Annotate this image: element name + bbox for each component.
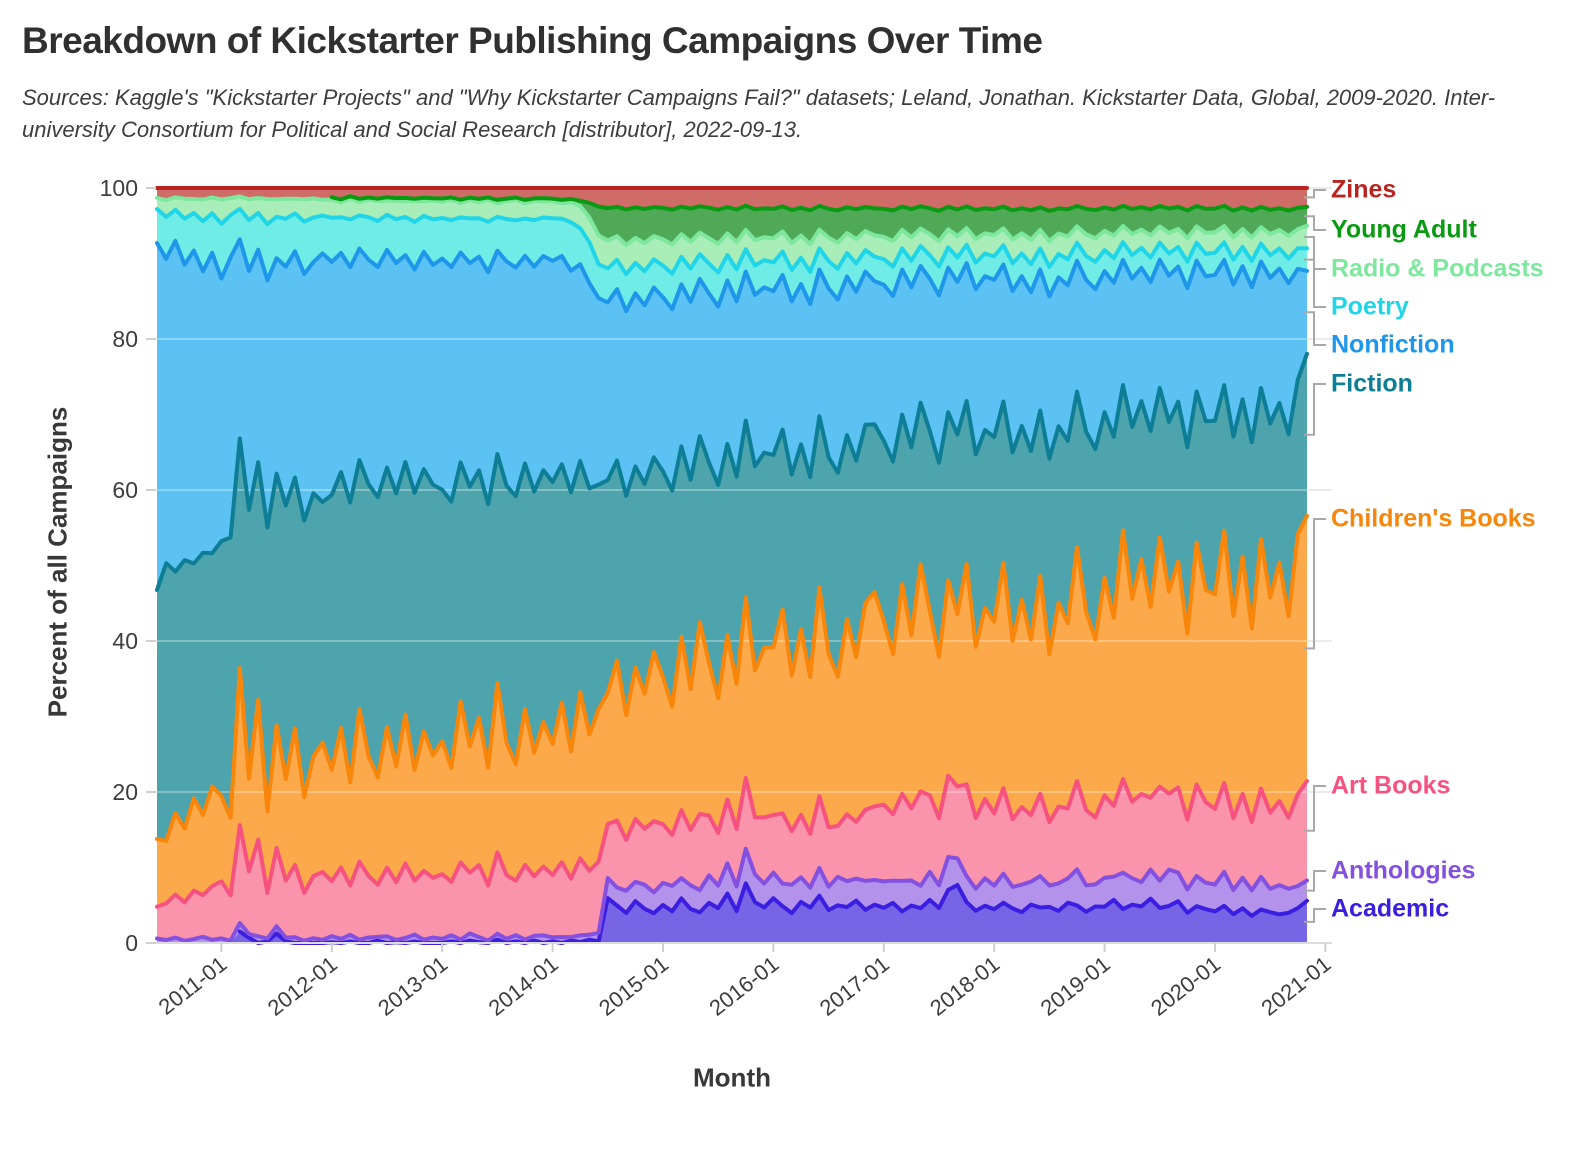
x-tick-label-2019-01: 2019-01 [1036, 951, 1115, 1020]
line-young-adult [329, 194, 1309, 213]
area-academic [157, 883, 1307, 943]
legend-label-fiction: Fiction [1331, 369, 1413, 398]
x-tick-label-2020-01: 2020-01 [1146, 951, 1225, 1020]
x-tick-label-2018-01: 2018-01 [925, 951, 1004, 1020]
x-tick-label-2014-01: 2014-01 [484, 951, 563, 1020]
line-nonfiction [155, 237, 1309, 314]
legend-label-radio-podcasts: Radio & Podcasts [1331, 254, 1544, 283]
legend-connector-academic [1304, 908, 1326, 923]
y-tick-label-80: 80 [112, 326, 138, 352]
area-poetry [157, 208, 1307, 312]
y-tick-label-40: 40 [112, 628, 138, 654]
y-tick-label-0: 0 [125, 930, 138, 956]
chart-subtitle: Sources: Kaggle's "Kickstarter Projects"… [22, 85, 1496, 142]
line-fiction [155, 351, 1309, 592]
area-zines [157, 188, 1307, 211]
y-tick-label-60: 60 [112, 477, 138, 503]
y-tick-label-100: 100 [100, 175, 138, 201]
legend-connector-zines [1304, 189, 1326, 199]
legend-connector-nonfiction [1304, 311, 1326, 346]
x-tick-label-2013-01: 2013-01 [373, 951, 452, 1020]
x-tick-label-2011-01: 2011-01 [154, 951, 232, 1019]
legend-label-art-books: Art Books [1331, 771, 1451, 800]
area-nonfiction [157, 239, 1307, 591]
line-anthologies [155, 846, 1309, 943]
x-axis-title: Month [693, 1062, 771, 1093]
area-fiction [157, 353, 1307, 841]
x-tick-label-2017-01: 2017-01 [815, 951, 894, 1020]
legend-connector-children-s-books [1304, 518, 1326, 650]
x-tick-label-2016-01: 2016-01 [704, 951, 783, 1020]
legend-connector-anthologies [1304, 870, 1326, 892]
legend-connector-art-books [1304, 785, 1326, 832]
legend-connector-radio-podcasts [1304, 236, 1326, 270]
legend-label-academic: Academic [1331, 894, 1450, 923]
line-poetry [155, 206, 1309, 277]
legend-label-childrens-books: Children's Books [1331, 504, 1536, 533]
chart-title: Breakdown of Kickstarter Publishing Camp… [22, 20, 1043, 61]
legend-label-poetry: Poetry [1331, 292, 1409, 321]
legend-label-nonfiction: Nonfiction [1331, 330, 1455, 359]
line-art-books [155, 773, 1309, 909]
legend-label-young-adult: Young Adult [1331, 215, 1477, 244]
area-anthologies [157, 848, 1307, 943]
legend-connector-poetry [1304, 258, 1326, 308]
x-tick-label-2012-01: 2012-01 [263, 951, 342, 1020]
y-axis-title: Percent of all Campaigns [42, 406, 73, 718]
line-radio-podcasts [155, 194, 1309, 247]
x-tick-label-2015-01: 2015-01 [594, 951, 673, 1020]
legend-label-zines: Zines [1331, 175, 1397, 204]
area-art-books [157, 775, 1307, 941]
line-children-s-books [155, 513, 1309, 843]
legend-connector-fiction [1304, 383, 1326, 436]
y-tick-label-20: 20 [112, 779, 138, 805]
x-tick-label-2021-01: 2021-01 [1256, 951, 1335, 1020]
legend-connector-young-adult [1304, 215, 1326, 231]
legend-label-anthologies: Anthologies [1331, 856, 1476, 885]
